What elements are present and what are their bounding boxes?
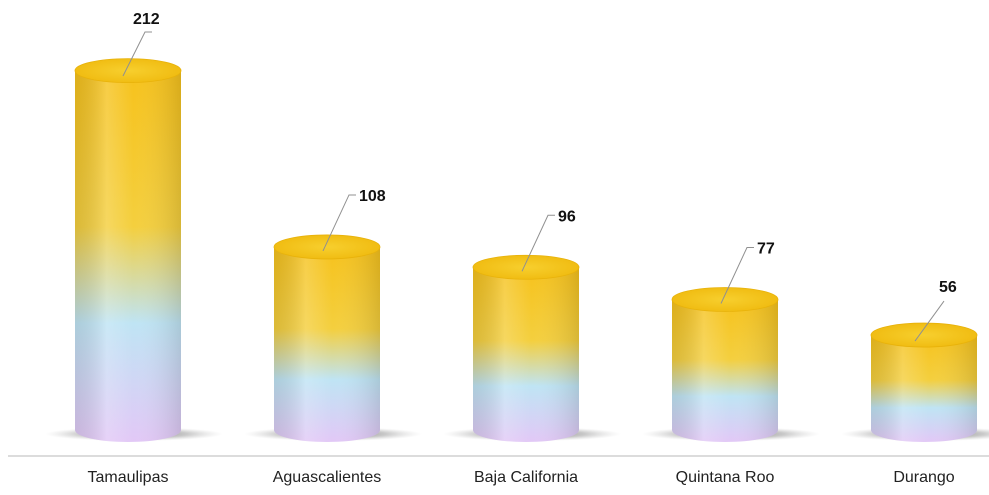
bar-aguascalientes [273, 234, 381, 442]
bar-shading [871, 335, 977, 442]
category-label-2: Baja California [474, 469, 578, 486]
category-label-1: Aguascalientes [273, 469, 382, 486]
value-label-0: 212 [133, 11, 160, 28]
bar-shading [672, 299, 778, 442]
bar-quintana-roo [671, 287, 779, 442]
value-label-4: 56 [939, 279, 957, 296]
leader-line-0 [122, 31, 152, 77]
bar-cap [273, 234, 381, 260]
leader-line-2 [521, 214, 555, 272]
bar-tamaulipas [74, 58, 182, 442]
value-label-2: 96 [558, 208, 576, 225]
value-label-3: 77 [757, 240, 775, 257]
bar-shading [75, 70, 181, 442]
category-label-3: Quintana Roo [676, 469, 775, 486]
bar-cap [870, 322, 978, 348]
bar-cap [671, 287, 779, 312]
leader-line-4 [914, 300, 945, 342]
bar-baja-california [472, 254, 580, 442]
value-label-1: 108 [359, 188, 386, 205]
category-label-0: Tamaulipas [88, 469, 169, 486]
bar-cap [472, 254, 580, 280]
leader-line-1 [322, 194, 356, 252]
bar-shading [473, 267, 579, 442]
bar-cap [74, 58, 182, 84]
bar-durango [870, 322, 978, 442]
leader-line-3 [720, 246, 754, 304]
bar-shading [274, 246, 380, 442]
category-label-4: Durango [893, 469, 954, 486]
